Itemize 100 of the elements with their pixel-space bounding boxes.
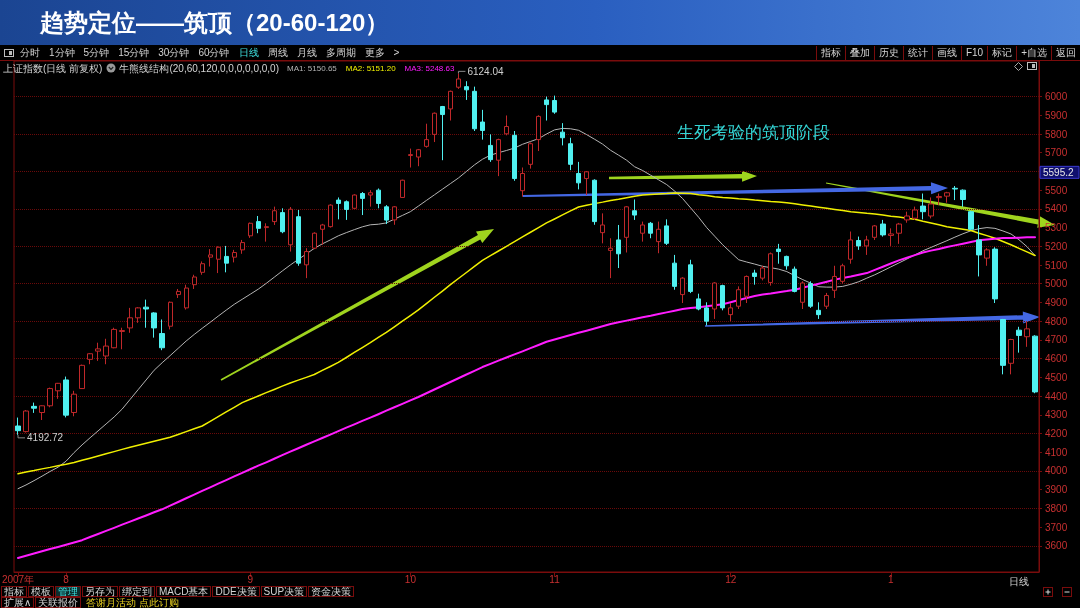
candlestick	[384, 204, 389, 225]
candlestick	[256, 215, 261, 234]
candlestick	[352, 193, 357, 210]
candlestick	[560, 122, 565, 146]
candlestick	[71, 390, 77, 417]
candlestick	[688, 259, 693, 294]
y-tick-label: 5400	[1045, 203, 1068, 215]
candlestick	[632, 199, 637, 221]
candlestick	[584, 170, 589, 196]
candlestick	[568, 137, 573, 171]
candlestick	[15, 417, 21, 436]
candlestick	[728, 302, 733, 322]
candlestick	[1016, 326, 1022, 354]
candlestick	[624, 205, 629, 253]
candlestick	[272, 206, 277, 226]
candlestick	[552, 95, 557, 115]
y-tick-label: 4700	[1045, 334, 1068, 346]
button: MACD基本	[156, 586, 212, 597]
candlestick	[528, 141, 533, 170]
button: 历史	[873, 46, 903, 60]
candlestick	[616, 224, 621, 269]
candlestick	[744, 275, 749, 304]
candlestick	[792, 266, 797, 293]
y-tick-label: 4000	[1045, 465, 1068, 477]
candlestick	[31, 402, 37, 414]
candlestick	[176, 288, 181, 299]
candlestick	[368, 189, 373, 208]
candlestick	[992, 246, 998, 304]
x-tick-label: 10	[404, 573, 417, 585]
candlestick	[976, 224, 982, 277]
candlestick	[336, 196, 341, 220]
button: 画线	[931, 46, 961, 60]
button: 管理	[55, 586, 81, 597]
candlestick	[400, 179, 405, 199]
candlestick	[480, 109, 485, 141]
candlestick	[544, 96, 549, 122]
candlestick	[600, 212, 605, 244]
y-tick-label: 5100	[1045, 259, 1068, 271]
annotation: 5595.2	[1043, 166, 1075, 178]
candlestick	[344, 199, 349, 221]
candlestick	[872, 224, 877, 241]
y-tick-label: 3800	[1045, 502, 1068, 514]
candlestick	[912, 206, 918, 221]
x-tick-label: 8	[63, 573, 70, 585]
text: MA1: 5150.65	[286, 63, 338, 73]
y-tick-label: 4500	[1045, 371, 1068, 383]
x-tick-label: 11	[549, 573, 561, 585]
candlestick	[159, 318, 165, 351]
candlestick	[680, 276, 685, 304]
annotation: 生死考验的筑顶阶段	[677, 123, 830, 143]
candlestick	[424, 123, 429, 149]
candlestick	[704, 301, 709, 326]
candlestick	[504, 114, 509, 136]
annotation: 6124.04	[467, 65, 505, 77]
button: 标记	[987, 46, 1017, 60]
candlestick	[520, 167, 525, 198]
button: 绑定到	[119, 586, 155, 597]
candlestick	[216, 245, 221, 274]
candlestick	[1008, 338, 1014, 375]
button: SUP决策	[260, 586, 308, 597]
candlestick	[824, 292, 829, 310]
candlestick	[288, 206, 293, 253]
candlestick	[296, 209, 301, 267]
button: 统计	[902, 46, 932, 60]
candlestick	[328, 203, 333, 229]
candlestick	[640, 221, 645, 243]
candlestick	[512, 130, 517, 182]
y-tick-label: 5500	[1045, 184, 1068, 196]
candlestick	[47, 387, 53, 408]
candlestick	[816, 301, 821, 320]
candlestick	[103, 338, 109, 365]
candlestick	[472, 86, 477, 132]
button: 关联报价	[35, 597, 82, 608]
candlestick	[592, 178, 597, 226]
candlestick	[880, 219, 886, 238]
button: 指标	[1, 586, 27, 597]
candlestick	[936, 193, 942, 206]
candlestick	[896, 222, 902, 245]
button: 扩展∧	[1, 597, 35, 608]
chart-title: 趋势定位——筑顶（20-60-120）	[40, 8, 390, 38]
text: MA3: 5248.63	[404, 63, 455, 73]
y-tick-label: 5900	[1045, 109, 1068, 121]
candlestick	[856, 236, 861, 251]
x-tick-label: 1	[888, 573, 895, 585]
y-tick-label: 4400	[1045, 390, 1068, 402]
candlestick	[864, 235, 869, 256]
y-tick-label: 5300	[1045, 222, 1068, 234]
candlestick	[135, 306, 141, 324]
y-tick-label: 3600	[1045, 540, 1068, 552]
button: 资金决策	[308, 586, 355, 597]
y-tick-label: 6000	[1045, 91, 1068, 103]
candlestick	[928, 196, 934, 219]
text: 分时 1分钟 5分钟 15分钟 30分钟 60分钟 日线 周线 月线 多周期 更多 >	[20, 47, 400, 58]
x-axis-title: 日线	[1009, 575, 1029, 587]
candlestick	[416, 148, 421, 167]
candlestick	[608, 237, 613, 279]
y-tick-label: 4600	[1045, 353, 1068, 365]
candlestick	[1024, 320, 1030, 348]
candlestick	[760, 265, 765, 281]
x-tick-label: 2007年	[1, 573, 35, 585]
